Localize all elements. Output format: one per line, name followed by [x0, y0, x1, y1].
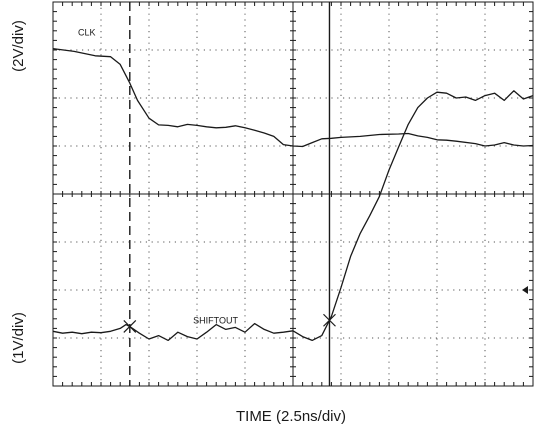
trace-label-shiftout: SHIFTOUT: [193, 316, 238, 326]
y-axis-label-top: (2V/div): [10, 20, 27, 72]
y-axis-label-bottom: (1V/div): [10, 312, 27, 364]
trace-clk: [52, 47, 534, 148]
cursor-markers: [123, 313, 336, 333]
waveform-traces: [52, 47, 534, 342]
trace-labels: CLK SHIFTOUT: [78, 28, 239, 326]
ground-reference-arrow-icon: [522, 286, 528, 294]
trace-label-clk: CLK: [78, 28, 96, 38]
trace-shiftout: [52, 90, 534, 342]
graticule: [52, 1, 534, 387]
x-axis-label: TIME (2.5ns/div): [236, 408, 346, 425]
cursor-lines: [129, 2, 331, 386]
cursor-marker: [123, 320, 137, 333]
cursor-marker: [323, 313, 336, 327]
